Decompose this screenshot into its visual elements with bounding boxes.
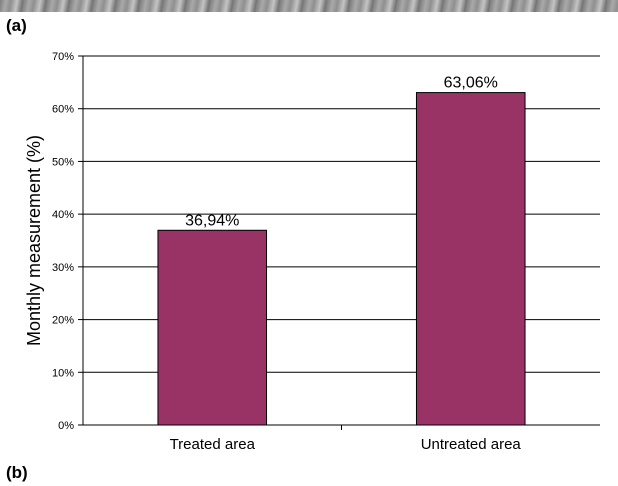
photo-strip-panel-a bbox=[0, 0, 618, 12]
y-tick-label: 10% bbox=[52, 367, 74, 379]
x-tick-label: Treated area bbox=[170, 436, 256, 453]
y-tick-label: 0% bbox=[58, 420, 74, 432]
y-tick-label: 60% bbox=[52, 104, 74, 116]
bar bbox=[157, 229, 268, 426]
y-tick-label: 30% bbox=[52, 262, 74, 274]
data-label: 36,94% bbox=[185, 212, 239, 229]
y-tick-label: 50% bbox=[52, 156, 74, 168]
data-label: 63,06% bbox=[444, 75, 498, 92]
axes bbox=[78, 55, 600, 430]
y-tick-label: 20% bbox=[52, 315, 74, 327]
y-tick-label: 40% bbox=[52, 209, 74, 221]
panel-label-a: (a) bbox=[6, 16, 27, 35]
bars bbox=[157, 92, 526, 426]
panel-label-b: (b) bbox=[6, 463, 28, 482]
bar bbox=[415, 92, 526, 426]
y-tick-label: 70% bbox=[52, 51, 74, 63]
y-axis-label: Monthly measurement (%) bbox=[24, 135, 44, 346]
x-tick-label: Untreated area bbox=[421, 436, 522, 453]
labels: 0% 10% 20% 30% 40% 50% 60% 70% 36,94% Treated are… bbox=[24, 51, 521, 453]
